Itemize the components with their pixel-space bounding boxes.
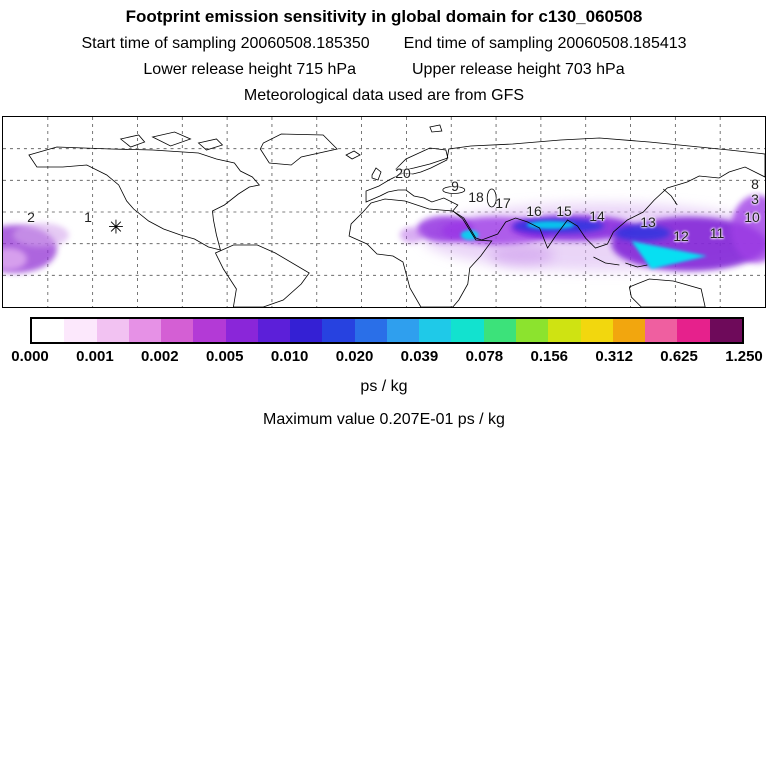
- coastline-arctic-island-3: [197, 138, 224, 151]
- colorbar-tick: 0.000: [11, 348, 49, 365]
- coastline-greenland: [259, 133, 338, 166]
- colorbar-units-label: ps / kg: [360, 378, 408, 395]
- colorbar-segment: [451, 319, 484, 342]
- emission-plume: [489, 244, 554, 266]
- emission-plume-layer: [3, 195, 765, 273]
- emission-plume: [731, 195, 765, 263]
- trajectory-marker-11: 11: [709, 225, 725, 241]
- colorbar: [30, 317, 744, 344]
- colorbar-segment: [96, 319, 129, 342]
- emission-plume: [399, 227, 424, 243]
- trajectory-marker-15: 15: [556, 203, 572, 219]
- trajectory-marker-16: 16: [526, 203, 542, 219]
- map-panel: 2 1 20 9 18 17 16 15 14 13 12 11 8 3 10 ✳: [2, 116, 766, 308]
- colorbar-segment: [548, 319, 581, 342]
- trajectory-marker-9: 9: [451, 178, 459, 194]
- colorbar-tick: 0.001: [76, 348, 114, 365]
- black-sea: [442, 186, 466, 194]
- emission-plume: [614, 225, 671, 241]
- release-heights-line: Lower release height 715 hPa Upper relea…: [0, 61, 768, 79]
- colorbar-tick: 0.020: [335, 348, 374, 365]
- colorbar-tick-row: 0.000 0.001 0.002 0.005 0.010 0.020 0.039 0.078…: [11, 348, 763, 367]
- plot-header: Footprint emission sensitivity in global…: [0, 0, 768, 105]
- trajectory-marker-3: 3: [751, 191, 759, 207]
- trajectory-marker-8: 8: [751, 176, 759, 192]
- colorbar-tick: 0.078: [465, 348, 504, 365]
- plot-title: Footprint emission sensitivity in global…: [125, 7, 643, 26]
- emission-plume: [12, 223, 69, 247]
- colorbar-segment: [193, 319, 226, 342]
- trajectory-marker-17: 17: [495, 195, 511, 211]
- colorbar-segment: [354, 319, 387, 342]
- coastline-north-america: [28, 146, 261, 251]
- colorbar-segment: [128, 319, 162, 342]
- colorbar-segment: [709, 319, 742, 342]
- colorbar-segment: [419, 319, 452, 342]
- colorbar-segment: [483, 319, 516, 342]
- coastline-iceland: [345, 150, 361, 160]
- colorbar-segment: [677, 319, 710, 342]
- colorbar-tick: 0.010: [270, 348, 309, 365]
- coastline-indonesia: [593, 256, 648, 268]
- colorbar-segment: [645, 319, 678, 342]
- colorbar-segment: [257, 319, 291, 342]
- colorbar-wrap: 0.000 0.001 0.002 0.005 0.010 0.020 0.039 0.078…: [11, 317, 763, 367]
- trajectory-marker-2: 2: [27, 209, 35, 225]
- receptor-marker-icon: ✳: [108, 217, 124, 239]
- coastline-arctic-island-1: [119, 134, 146, 148]
- colorbar-tick: 0.002: [141, 348, 179, 365]
- end-time-label: End time of sampling 20060508.185413: [403, 35, 687, 52]
- colorbar-segment: [161, 319, 194, 342]
- start-time-label: Start time of sampling 20060508.185350: [81, 35, 370, 52]
- colorbar-tick: 0.156: [530, 348, 569, 365]
- colorbar-segment: [612, 319, 646, 342]
- emission-plume-core: [631, 241, 708, 269]
- colorbar-tick: 0.312: [595, 348, 633, 365]
- colorbar-segment: [32, 319, 65, 342]
- coastline-svalbard: [429, 124, 443, 133]
- trajectory-marker-10: 10: [744, 209, 760, 225]
- trajectory-marker-12: 12: [673, 228, 689, 244]
- sampling-times-line: Start time of sampling 20060508.185350 E…: [0, 35, 768, 53]
- trajectory-marker-20: 20: [395, 165, 411, 181]
- colorbar-tick: 0.039: [400, 348, 439, 365]
- coastline-south-america: [214, 244, 310, 307]
- colorbar-segment: [225, 319, 258, 342]
- coastline-britain: [371, 167, 382, 181]
- met-data-label: Meteorological data used are from GFS: [243, 87, 525, 104]
- emission-plume: [3, 248, 27, 270]
- colorbar-tick: 1.250: [725, 348, 763, 365]
- coastline-japan: [663, 188, 678, 206]
- trajectory-marker-13: 13: [640, 214, 656, 230]
- colorbar-segment: [322, 319, 355, 342]
- colorbar-tick: 0.005: [205, 348, 244, 365]
- max-value-label: Maximum value 0.207E-01 ps / kg: [263, 411, 505, 428]
- coastline-layer: [28, 124, 765, 307]
- coastline-scandinavia: [395, 147, 449, 171]
- map-gridlines: [3, 117, 765, 307]
- colorbar-segment: [515, 319, 549, 342]
- upper-release-label: Upper release height 703 hPa: [412, 61, 625, 78]
- lower-release-label: Lower release height 715 hPa: [143, 61, 356, 78]
- colorbar-segment: [290, 319, 323, 342]
- trajectory-marker-18: 18: [468, 189, 484, 205]
- coastline-africa: [348, 198, 493, 307]
- met-data-line: Meteorological data used are from GFS: [0, 87, 768, 105]
- trajectory-marker-1: 1: [84, 209, 92, 225]
- world-map: [3, 117, 765, 307]
- colorbar-tick: 0.625: [660, 348, 698, 365]
- coastline-australia: [628, 278, 706, 307]
- colorbar-segment: [580, 319, 613, 342]
- caspian-sea: [486, 188, 497, 208]
- coastline-arctic-island-2: [151, 131, 192, 147]
- colorbar-segment: [64, 319, 97, 342]
- trajectory-marker-14: 14: [589, 208, 605, 224]
- colorbar-segment: [386, 319, 420, 342]
